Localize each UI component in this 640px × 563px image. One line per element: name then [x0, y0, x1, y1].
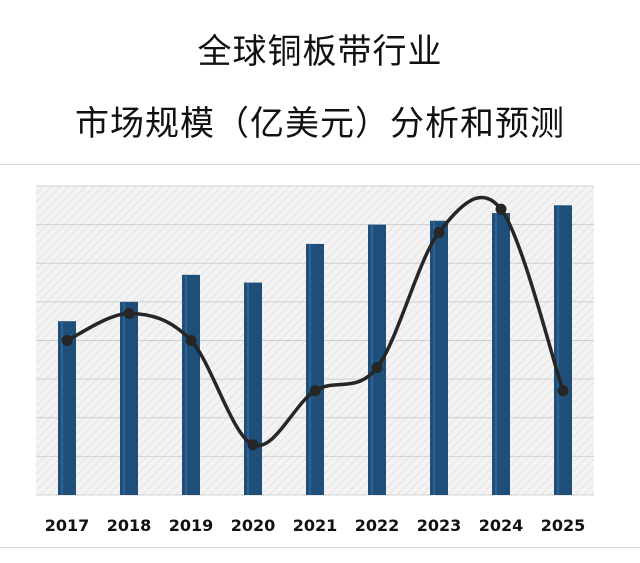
- line-point-2019: [185, 335, 197, 346]
- x-tick-label: 2020: [231, 516, 276, 535]
- x-tick-label: 2017: [45, 516, 90, 535]
- line-point-2017: [61, 335, 73, 346]
- line-point-2018: [123, 307, 135, 319]
- bar-highlight: [309, 243, 311, 495]
- line-point-2025: [557, 385, 569, 397]
- x-tick-label: 2018: [107, 516, 152, 535]
- bar-highlight: [247, 282, 249, 495]
- bar-highlight: [61, 321, 63, 495]
- bar-2020: [244, 282, 262, 495]
- x-tick-label: 2023: [417, 516, 462, 535]
- bar-2023: [430, 220, 448, 495]
- bar-2017: [58, 321, 76, 495]
- bar-highlight: [185, 274, 187, 495]
- bottom-divider: [0, 547, 640, 548]
- x-tick-label: 2025: [541, 516, 586, 535]
- line-point-2021: [309, 385, 321, 397]
- bar-highlight: [123, 301, 125, 495]
- chart-title-line2: 市场规模（亿美元）分析和预测: [75, 104, 565, 144]
- bar-2021: [306, 243, 324, 495]
- line-point-2020: [247, 439, 259, 451]
- bar-2025: [554, 205, 572, 495]
- chart-title-line1: 全球铜板带行业: [197, 32, 443, 72]
- bar-highlight: [371, 224, 373, 495]
- line-point-2023: [433, 226, 445, 238]
- bar-highlight: [557, 205, 559, 495]
- line-point-2022: [371, 362, 383, 374]
- title-divider: [0, 164, 640, 165]
- bar-highlight: [433, 220, 435, 495]
- bar-highlight: [495, 213, 497, 495]
- bar-2018: [120, 301, 138, 495]
- x-tick-label: 2021: [293, 516, 338, 535]
- x-tick-label: 2019: [169, 516, 214, 535]
- bar-2024: [492, 213, 510, 495]
- x-tick-label: 2024: [479, 516, 524, 535]
- bar-2019: [182, 274, 200, 495]
- x-tick-label: 2022: [355, 516, 400, 535]
- line-point-2024: [495, 203, 507, 215]
